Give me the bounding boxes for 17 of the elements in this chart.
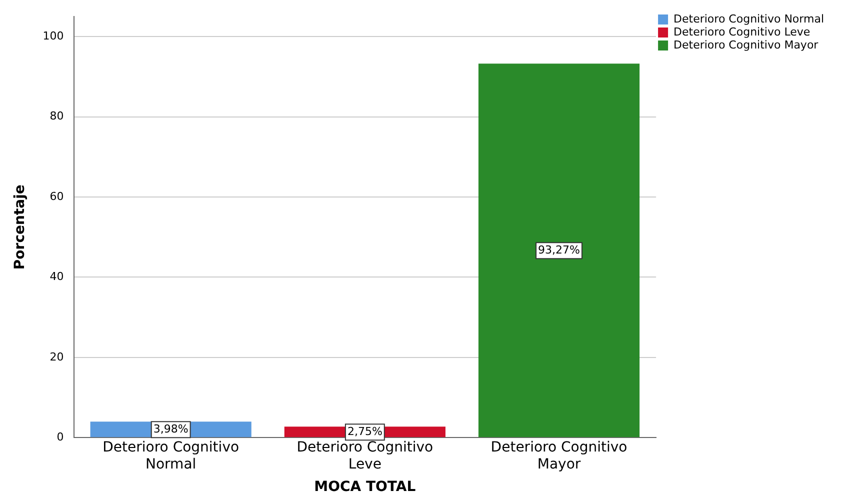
y-tick-label: 20 (50, 350, 64, 364)
legend-label: Deterioro Cognitivo Leve (674, 25, 810, 38)
data-label: 93,27% (538, 243, 580, 256)
y-tick-label: 40 (50, 270, 64, 284)
legend-label: Deterioro Cognitivo Mayor (674, 38, 819, 52)
y-tick-label: 100 (42, 30, 64, 43)
x-tick-label: Deterioro Cognitivo Leve (296, 440, 434, 472)
data-label: 3,98% (153, 422, 188, 436)
y-tick-label: 60 (50, 190, 64, 203)
y-tick-label: 0 (56, 430, 64, 444)
data-label: 2,75% (347, 424, 382, 438)
x-tick-label: Deterioro Cognitivo Mayor (490, 440, 628, 472)
x-axis-title: MOCA TOTAL (314, 479, 416, 496)
legend-label: Deterioro Cognitivo Normal (674, 12, 824, 26)
x-tick-label: Deterioro Cognitivo Normal (102, 440, 240, 472)
y-axis-title: Porcentaje (12, 184, 28, 270)
y-tick-label: 80 (50, 110, 64, 123)
